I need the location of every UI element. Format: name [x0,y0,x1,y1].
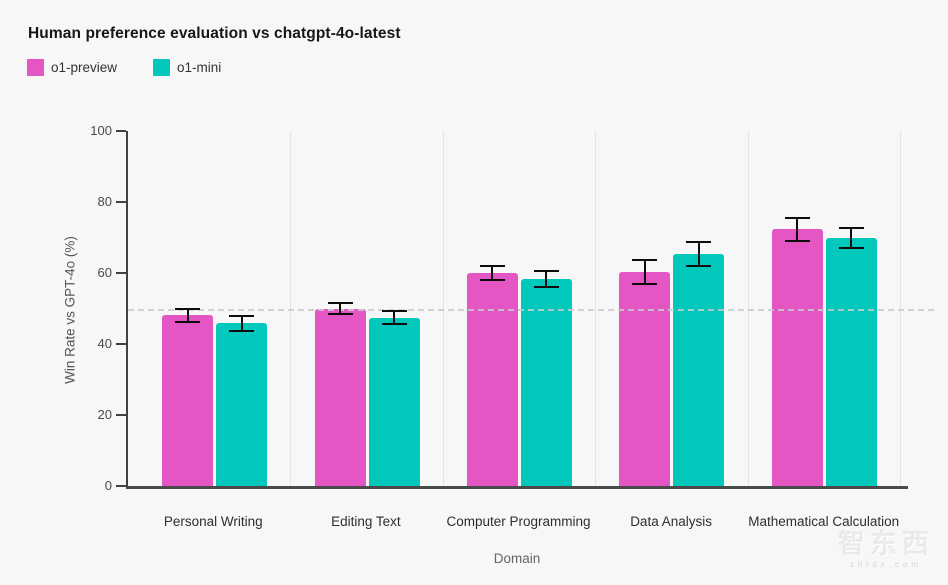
y-axis-title: Win Rate vs GPT-4o (%) [62,236,78,384]
error-bar [686,240,712,267]
x-tick-label-data-analysis: Data Analysis [630,514,712,529]
legend-label-o1-preview: o1-preview [51,60,118,75]
error-bar [784,216,810,242]
x-tick-label-editing-text: Editing Text [331,514,401,529]
y-tick-label-0: 0 [104,478,112,493]
legend-swatch-o1-preview [27,59,44,76]
error-bar [533,269,559,288]
reference-line-50pct [128,309,934,311]
bar-o1-mini-mathematical-calculation [825,227,877,486]
y-tick-label-20: 20 [97,407,112,422]
legend-item-o1-preview: o1-preview [27,59,117,76]
error-bar [229,315,255,332]
error-bar [838,227,864,250]
bar-group-computer-programming [444,131,597,486]
legend-swatch-o1-mini [153,59,171,76]
bar-group-mathematical-calculation [749,131,901,486]
legend-item-o1-mini: o1-mini [153,59,221,76]
error-bar [327,301,353,316]
error-bar [381,310,407,326]
y-tick-label-80: 80 [97,194,112,209]
y-tick-label-40: 40 [97,336,112,351]
y-tick-mark-20 [116,414,126,416]
bar-o1-mini-data-analysis [673,240,725,486]
bar-o1-preview-data-analysis [619,259,671,486]
y-tick-mark-40 [116,343,126,345]
y-tick-label-100: 100 [90,123,112,138]
y-tick-mark-0 [116,485,126,487]
bar-o1-mini-personal-writing [216,315,268,486]
legend: o1-preview o1-mini [27,59,221,76]
legend-label-o1-mini: o1-mini [177,60,222,75]
bar-group-data-analysis [596,131,749,486]
x-tick-label-mathematical-calculation: Mathematical Calculation [748,514,900,529]
chart-title: Human preference evaluation vs chatgpt-4… [28,25,401,42]
x-axis-title: Domain [493,551,541,566]
plot-cells [139,131,901,486]
bar-group-editing-text [291,131,444,486]
bar-group-personal-writing [139,131,292,486]
x-tick-label-computer-programming: Computer Programming [446,514,591,529]
bar-o1-mini-editing-text [368,310,420,486]
plot-area: 0 20 40 60 80 100 [90,123,934,493]
bar-o1-preview-personal-writing [162,307,214,486]
bar-o1-preview-mathematical-calculation [771,216,823,486]
bar-o1-mini-computer-programming [520,269,572,486]
bar-o1-preview-editing-text [314,301,366,486]
x-axis-labels: Personal Writing Editing Text Computer Pro… [137,512,900,532]
error-bar [632,259,658,286]
error-bar [175,307,201,323]
y-tick-mark-100 [116,130,126,132]
y-tick-mark-80 [116,201,126,203]
y-tick-mark-60 [116,272,126,274]
y-tick-label-60: 60 [97,265,112,280]
x-tick-label-personal-writing: Personal Writing [163,514,263,529]
bar-o1-preview-computer-programming [466,265,518,486]
error-bar [479,265,505,281]
